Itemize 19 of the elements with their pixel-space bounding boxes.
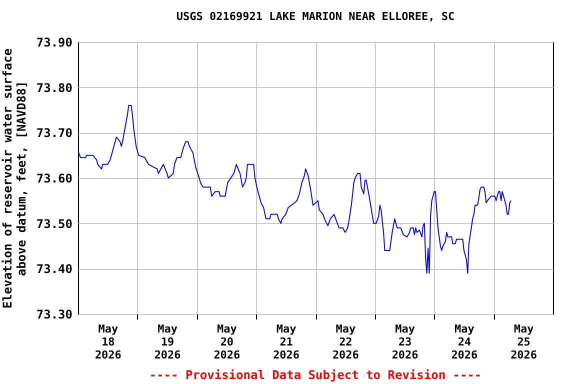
x-tick-label: May 23 2026	[392, 322, 419, 362]
x-tick-label: May 18 2026	[94, 322, 122, 362]
y-tick-label: 73.60	[36, 172, 72, 186]
y-axis-title: Elevation of reservoir water surface above datum, feet, [NAVD88]	[0, 48, 28, 309]
chart-title: USGS 02169921 LAKE MARION NEAR ELLOREE, SC	[176, 10, 455, 23]
x-tick-label: May 20 2026	[214, 322, 241, 362]
y-tick-label: 73.90	[36, 36, 72, 50]
y-tick-label: 73.30	[36, 308, 72, 322]
x-tick-label: May 19 2026	[154, 322, 182, 362]
y-tick-label: 73.40	[36, 262, 72, 276]
line-series	[78, 104, 512, 274]
y-tick-label: 73.80	[36, 80, 72, 95]
x-tick-label: May 24 2026	[451, 322, 478, 362]
x-tick-label: May 21 2026	[273, 322, 300, 362]
y-tick-label: 73.50	[36, 216, 72, 231]
y-tick-label: 73.70	[36, 126, 72, 140]
text: ---- Provisional Data Subject to Revision ----	[149, 368, 482, 382]
x-tick-label: May 25 2026	[510, 322, 538, 362]
x-tick-label: May 22 2026	[332, 322, 360, 362]
